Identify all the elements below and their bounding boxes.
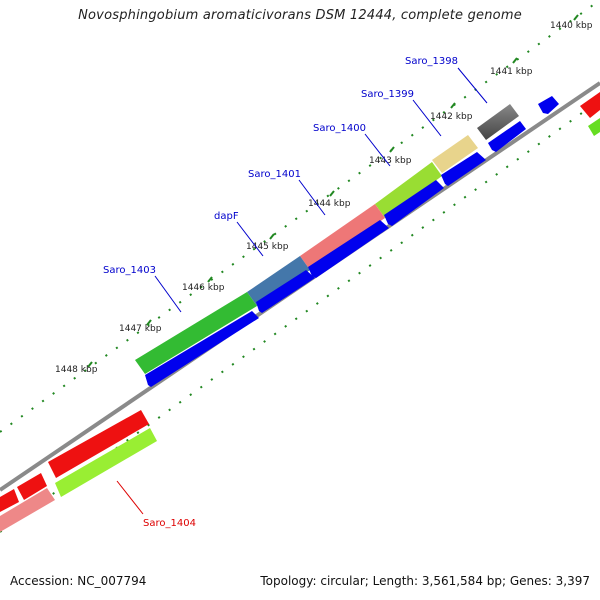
major-tick-1443 (389, 146, 395, 153)
gene-label-saro-1404[interactable]: Saro_1404 (143, 518, 196, 529)
tick-label-1447: 1447 kbp (119, 324, 162, 334)
cds-arrow-6[interactable] (256, 270, 315, 313)
gene-red-1[interactable] (0, 489, 19, 512)
gene-saro-1403-bar[interactable] (135, 292, 257, 374)
gene-label-dapf[interactable]: dapF (214, 211, 239, 222)
cds-arrow-5[interactable] (308, 220, 389, 278)
gene-label-saro-1403[interactable]: Saro_1403 (103, 265, 156, 276)
leader-saro-1400 (364, 133, 391, 167)
tick-label-1441: 1441 kbp (490, 67, 533, 77)
gene-saro-1401-bar[interactable] (300, 204, 385, 270)
tick-label-1443: 1443 kbp (369, 156, 412, 166)
major-tick-1448 (87, 361, 93, 368)
leader-saro-1403 (154, 275, 182, 313)
gene-saro-1399-bar[interactable] (432, 135, 478, 173)
cds-arrow-4[interactable] (384, 180, 444, 226)
gene-label-saro-1399[interactable]: Saro_1399 (361, 89, 414, 100)
major-tick-1440 (573, 14, 579, 21)
gene-red-2[interactable] (17, 473, 47, 500)
cds-arrow-3[interactable] (441, 152, 486, 186)
major-tick-1442 (450, 102, 456, 109)
leader-saro-1398 (457, 67, 488, 104)
gene-right-red-bar[interactable] (580, 92, 600, 118)
major-tick-1447 (146, 319, 152, 326)
cds-arrow-7[interactable] (145, 311, 259, 387)
gene-right-green-bar[interactable] (588, 118, 600, 136)
tick-label-1442: 1442 kbp (430, 112, 473, 122)
leader-saro-1401 (298, 179, 326, 216)
genome-stats-text: Topology: circular; Length: 3,561,584 bp… (260, 574, 590, 588)
tick-label-1444: 1444 kbp (308, 199, 351, 209)
accession-text: Accession: NC_007794 (10, 574, 147, 588)
tick-label-1448: 1448 kbp (55, 365, 98, 375)
gene-saro-1404-bar[interactable] (55, 428, 157, 497)
tick-label-1445: 1445 kbp (246, 242, 289, 252)
map-title: Novosphingobium aromaticivorans DSM 1244… (78, 8, 522, 23)
tick-label-1446: 1446 kbp (182, 283, 225, 293)
gene-pink-1[interactable] (0, 488, 55, 532)
leader-dapf (236, 221, 264, 257)
gene-saro-1400-bar[interactable] (375, 162, 442, 218)
gene-label-saro-1398[interactable]: Saro_1398 (405, 56, 458, 67)
major-tick-1445 (269, 233, 275, 240)
gene-label-saro-1401[interactable]: Saro_1401 (248, 169, 301, 180)
leader-saro-1404 (116, 480, 144, 515)
gene-label-saro-1400[interactable]: Saro_1400 (313, 123, 366, 134)
major-tick-1446 (207, 276, 213, 283)
cds-arrow-2[interactable] (488, 121, 526, 152)
tick-label-1440: 1440 kbp (550, 21, 593, 31)
gene-saro-1398-bar[interactable] (477, 104, 519, 140)
major-tick-1444 (329, 190, 335, 197)
leader-saro-1399 (412, 99, 442, 137)
gene-red-3[interactable] (48, 410, 149, 478)
cds-arrow-1[interactable] (538, 96, 559, 114)
gene-dapf-bar[interactable] (247, 256, 310, 306)
major-tick-1441 (512, 57, 518, 64)
